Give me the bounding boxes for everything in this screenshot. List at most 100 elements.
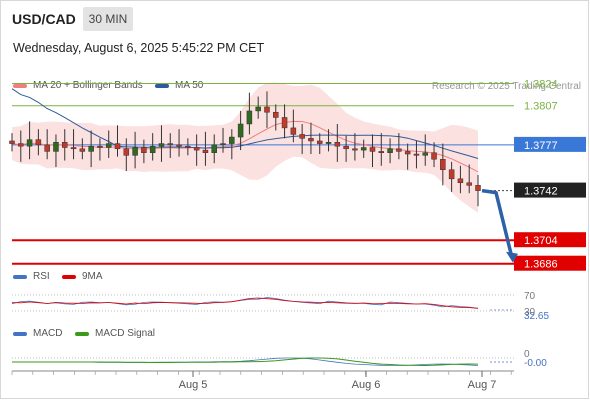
macd-signal-line — [12, 357, 479, 367]
rsi-line — [11, 297, 479, 309]
candle-body — [185, 145, 191, 148]
macd-last-label: -0.00 — [524, 358, 547, 369]
support-tag — [514, 232, 586, 248]
time-axis: Aug 5 Aug 6 Aug 7 — [11, 370, 514, 391]
rsi-last-label: 32.65 — [524, 311, 549, 322]
candle-body — [475, 185, 481, 191]
last-price-tag — [514, 182, 586, 198]
ma20-swatch — [13, 84, 27, 88]
candle-body — [299, 134, 305, 139]
macd-signal-legend-label: MACD Signal — [95, 328, 156, 339]
macd-legend-label: MACD — [33, 328, 63, 339]
candle-body — [413, 153, 420, 156]
candle-body — [448, 169, 455, 180]
candle-body — [9, 140, 15, 144]
ma50-swatch — [155, 84, 169, 88]
candle-body — [264, 106, 270, 113]
candle-body — [105, 143, 112, 148]
candle-body — [132, 147, 138, 156]
candle-body — [193, 147, 200, 151]
candle-body — [35, 139, 42, 146]
pivot-label: 1.3777 — [524, 140, 558, 152]
candle-body — [352, 148, 358, 151]
candle-body — [158, 143, 165, 147]
symbol-title: USD/CAD — [12, 11, 76, 27]
candle-body — [44, 144, 50, 152]
candle-body — [26, 139, 33, 147]
resistance-label: 1.3824 — [524, 79, 558, 91]
candle-body — [18, 143, 24, 147]
candle-body — [360, 147, 367, 151]
candle-body — [123, 148, 130, 156]
candle-body — [97, 145, 103, 148]
candle-body — [325, 142, 332, 144]
candle-body — [114, 143, 121, 150]
chart-datetime: Wednesday, August 6, 2025 5:45:22 PM CET — [13, 41, 265, 55]
forecast-arrow — [481, 188, 514, 259]
candle-body — [316, 140, 323, 144]
support-label: 1.3686 — [524, 259, 558, 271]
candle-body — [88, 145, 94, 152]
forecast-arrowhead — [506, 251, 518, 263]
rsi-ma-swatch — [62, 275, 76, 279]
level-lines-layer: 1.3824 1.3807 1.3777 1.3742 1.3704 1.3686 — [12, 79, 586, 271]
candle-body — [211, 144, 217, 153]
candle-body — [396, 148, 402, 152]
candle-body — [176, 144, 182, 147]
rsi-level-label: 30 — [524, 307, 536, 318]
support-label: 1.3704 — [524, 235, 558, 247]
candle-body — [334, 142, 341, 147]
rsi-swatch — [13, 275, 27, 279]
macd-swatch — [13, 332, 27, 336]
candle-body — [440, 158, 446, 170]
ma50-legend-label: MA 50 — [175, 80, 204, 91]
candle-body — [378, 151, 385, 153]
candle-body — [387, 148, 393, 153]
candle-body — [229, 136, 235, 144]
candle-body — [281, 117, 288, 129]
candle-body — [466, 182, 472, 186]
time-axis-label: Aug 7 — [468, 379, 497, 391]
macd-panel: 0-0.00 — [12, 349, 547, 369]
candle-body — [202, 149, 209, 153]
candle-body — [246, 110, 253, 125]
candle-body — [149, 145, 156, 153]
support-tag — [514, 255, 586, 271]
forecast-layer — [481, 188, 518, 263]
rsi-legend-label: RSI — [33, 271, 50, 282]
candle-body — [273, 111, 279, 118]
candle-body — [422, 152, 428, 156]
candle-body — [167, 143, 174, 146]
candle-body — [62, 142, 68, 148]
time-axis-label: Aug 6 — [352, 379, 381, 391]
candles-layer — [9, 91, 481, 207]
candle-body — [431, 152, 437, 160]
candle-body — [457, 178, 464, 184]
research-credit: Research © 2025 Trading Central — [431, 81, 581, 92]
macd-zero-label: 0 — [524, 349, 530, 360]
rsi-ma-line — [11, 297, 479, 309]
resistance-label: 1.3807 — [524, 101, 558, 113]
candle-body — [79, 148, 86, 152]
candle-body — [343, 145, 349, 150]
last-price-label: 1.3742 — [524, 186, 558, 198]
candle-body — [290, 127, 297, 135]
timeframe-badge[interactable]: 30 MIN — [83, 7, 133, 31]
pivot-tag — [514, 136, 586, 152]
candle-body — [237, 123, 244, 138]
candle-body — [369, 147, 376, 152]
bollinger-band — [12, 82, 478, 213]
candle-body — [53, 142, 59, 152]
time-axis-label: Aug 5 — [179, 379, 208, 391]
candle-body — [220, 143, 226, 146]
macd-signal-swatch — [75, 332, 89, 336]
bollinger-band-layer — [12, 82, 478, 213]
rsi-level-label: 70 — [524, 291, 536, 302]
candle-body — [255, 106, 261, 112]
candle-body — [404, 151, 411, 155]
ma20-legend-label: MA 20 + Bollinger Bands — [33, 80, 143, 91]
rsi-ma-legend-label: 9MA — [82, 271, 103, 282]
